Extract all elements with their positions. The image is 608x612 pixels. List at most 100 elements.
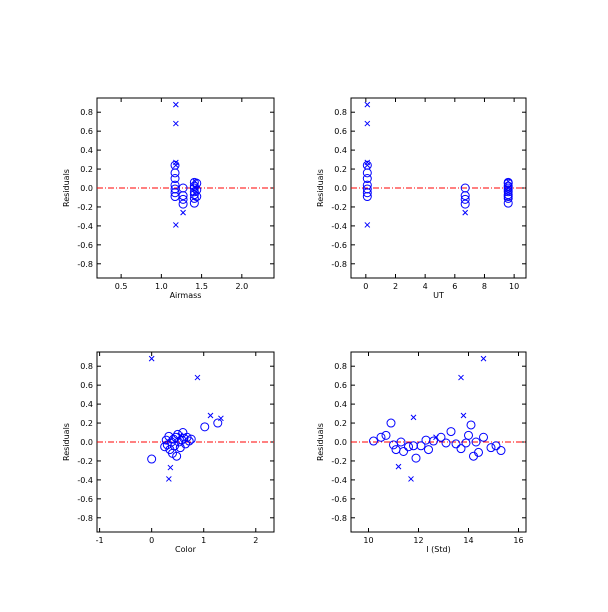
- data-point-circle: [474, 447, 483, 457]
- y-tick-label: 0.8: [80, 362, 93, 371]
- data-point-circle: [446, 427, 456, 437]
- panel-4: -0.8 -0.6 -0.4 -0.2 0.0 0.2 0.4 0.6 0.8 10 12 14 16 I…: [316, 351, 527, 554]
- y-tick-label: -0.2: [331, 203, 347, 212]
- data-point-circle: [178, 428, 188, 438]
- data-point-x-marker: [458, 374, 464, 381]
- data-point-x-marker: [408, 476, 414, 482]
- y-tick-label: -0.4: [77, 476, 93, 485]
- data-point-circle: [503, 185, 513, 195]
- data-point-circle: [503, 178, 513, 188]
- data-point-x-marker: [148, 355, 155, 362]
- data-point-circle: [172, 451, 182, 461]
- y-tick-label: 0.4: [334, 146, 347, 155]
- y-axis-label: Residuals: [316, 169, 325, 207]
- data-point-circle: [362, 188, 372, 198]
- data-point-circle: [491, 441, 501, 451]
- y-tick-label: -0.4: [331, 222, 347, 231]
- data-point-circle: [386, 418, 396, 428]
- data-point-circle: [192, 192, 202, 202]
- data-point-x-marker: [172, 101, 179, 108]
- data-point-circle: [189, 187, 199, 197]
- y-tick-label: 0.4: [334, 400, 347, 409]
- x-tick-label: 0: [149, 536, 154, 545]
- data-point-circle: [376, 432, 386, 442]
- panel-1: -0.8 -0.6 -0.4 -0.2 0.0 0.2 0.4 0.6 0.8 0.5 1.0 1.5…: [62, 97, 275, 300]
- x-marker-stroke: [410, 414, 417, 421]
- panel-2: -0.8 -0.6 -0.4 -0.2 0.0 0.2 0.4 0.6 0.8 0 2 4 6 8 10 UT…: [316, 97, 527, 300]
- x-marker-stroke: [364, 162, 371, 169]
- x-axis-label: UT: [433, 291, 444, 300]
- y-tick-label: 0.0: [334, 438, 347, 447]
- data-point-circle: [391, 445, 401, 455]
- data-point-circle: [170, 188, 180, 198]
- data-point-x-marker: [194, 374, 201, 381]
- x-marker-stroke: [408, 476, 414, 482]
- x-tick-label: 2: [393, 282, 398, 291]
- data-point-x-marker: [364, 101, 371, 108]
- data-point-circle: [429, 436, 438, 446]
- data-point-circle: [186, 434, 196, 444]
- x-tick-label: 0.5: [115, 282, 128, 291]
- y-tick-label: 0.6: [80, 127, 93, 136]
- data-point-x-marker: [460, 412, 467, 419]
- data-point-circle: [396, 437, 406, 447]
- x-marker-stroke: [364, 222, 371, 228]
- y-tick-label: -0.6: [331, 241, 347, 250]
- data-point-circle: [178, 194, 188, 204]
- x-marker-stroke: [194, 374, 201, 381]
- x-axis-label: Airmass: [170, 291, 202, 300]
- data-point-x-marker: [172, 162, 179, 169]
- x-tick-label: 2.0: [235, 282, 248, 291]
- data-point-x-marker: [218, 415, 224, 422]
- data-point-circle: [381, 430, 391, 440]
- x-axis-label: Color: [175, 545, 197, 554]
- data-point-circle: [460, 199, 470, 209]
- data-point-circle: [424, 445, 433, 455]
- data-point-circle: [213, 418, 223, 428]
- x-marker-stroke: [364, 120, 371, 127]
- x-marker-stroke: [207, 412, 214, 419]
- data-point-circle: [362, 192, 372, 202]
- data-point-circle: [389, 440, 398, 450]
- x-marker-stroke: [458, 374, 464, 381]
- x-tick-label: 1.5: [195, 282, 208, 291]
- data-point-circle: [404, 442, 413, 452]
- y-tick-label: 0.8: [80, 108, 93, 117]
- data-point-circle: [399, 446, 408, 456]
- data-point-circle: [464, 430, 473, 440]
- data-point-circle: [164, 431, 174, 441]
- data-point-circle: [503, 192, 513, 202]
- y-tick-label: 0.0: [80, 184, 93, 193]
- x-tick-label: 8: [482, 282, 487, 291]
- data-point-circle: [496, 446, 506, 456]
- y-axis-label: Residuals: [62, 423, 71, 461]
- data-point-x-marker: [172, 222, 179, 228]
- y-tick-label: 0.4: [80, 400, 93, 409]
- y-tick-label: -0.4: [331, 476, 347, 485]
- data-point-circle: [178, 191, 188, 201]
- data-point-circle: [460, 194, 470, 204]
- data-point-circle: [411, 453, 421, 463]
- y-tick-label: 0.4: [80, 146, 93, 155]
- y-axis-label: Residuals: [316, 423, 325, 461]
- x-tick-label: 10: [509, 282, 519, 291]
- data-point-x-marker: [207, 412, 214, 419]
- y-tick-label: -0.6: [77, 241, 93, 250]
- x-marker-stroke: [180, 209, 186, 216]
- y-tick-label: 0.6: [334, 381, 347, 390]
- data-point-circle: [184, 436, 194, 446]
- x-marker-stroke: [364, 101, 371, 108]
- x-marker-stroke: [172, 222, 179, 228]
- data-point-circle: [466, 420, 476, 430]
- data-point-x-marker: [165, 476, 172, 482]
- x-axis-label: I (Std): [426, 545, 450, 554]
- panel-3: -0.8 -0.6 -0.4 -0.2 0.0 0.2 0.4 0.6 0.8 -1 0 1 2 Colo…: [62, 351, 275, 554]
- x-marker-stroke: [172, 162, 179, 169]
- data-point-circle: [456, 444, 466, 454]
- data-point-x-marker: [410, 414, 417, 421]
- y-tick-label: -0.2: [77, 457, 93, 466]
- data-point-circle: [409, 441, 418, 451]
- data-point-x-marker: [167, 464, 174, 471]
- data-point-circle: [170, 168, 180, 178]
